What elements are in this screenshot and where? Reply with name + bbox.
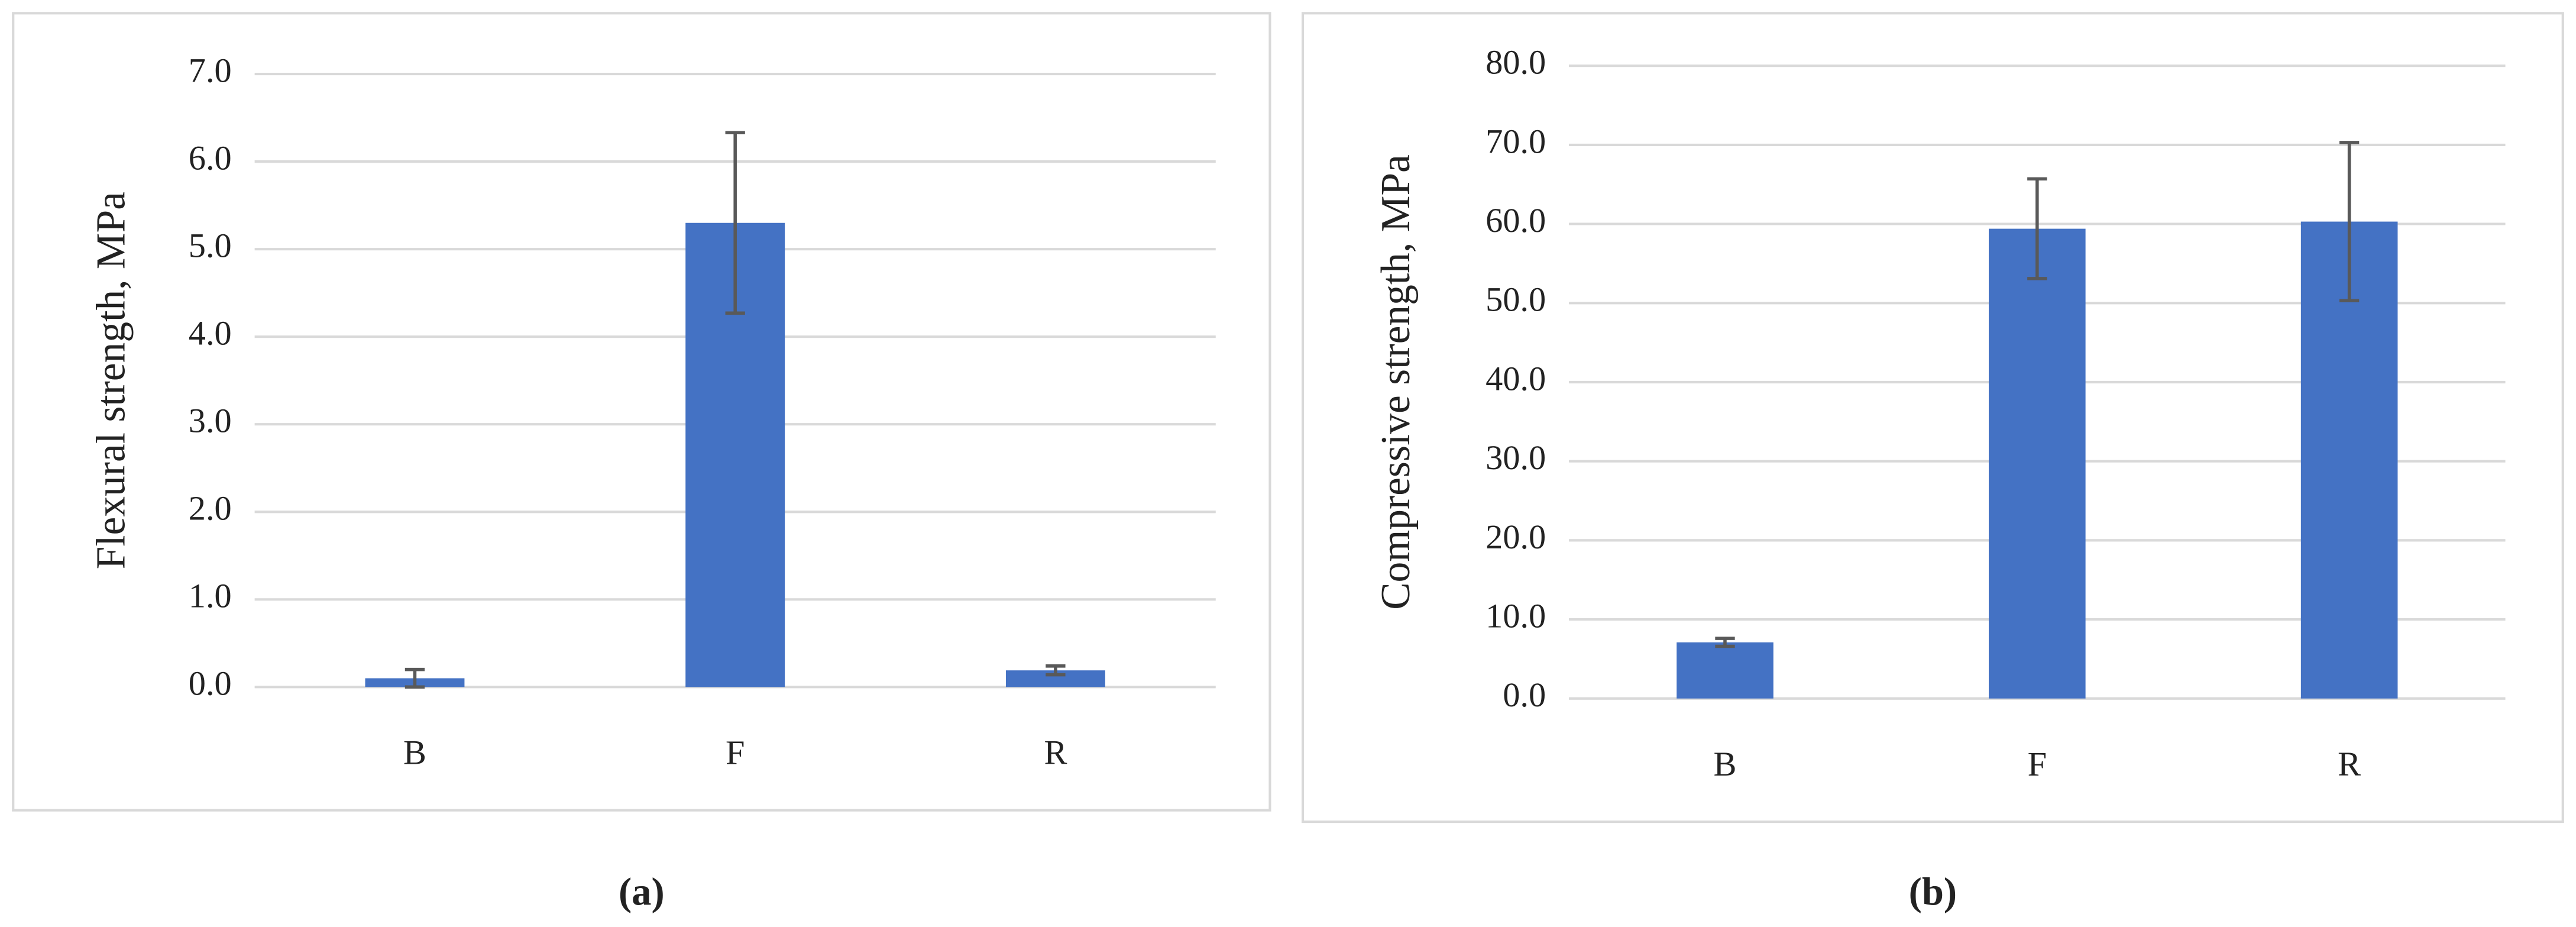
y-tick-label: 7.0 xyxy=(189,51,232,89)
x-tick-label: F xyxy=(2028,745,2047,783)
x-tick-label: B xyxy=(1714,745,1737,783)
bar xyxy=(1988,228,2086,699)
y-tick-label: 60.0 xyxy=(1486,201,1546,240)
y-tick-label: 5.0 xyxy=(189,227,232,265)
y-tick-label: 10.0 xyxy=(1486,596,1546,635)
y-axis-title: Flexural strength, MPa xyxy=(88,192,134,569)
x-tick-label: R xyxy=(2338,745,2361,783)
y-tick-label: 2.0 xyxy=(189,489,232,528)
y-tick-label: 50.0 xyxy=(1486,280,1546,319)
error-bar xyxy=(1046,664,1066,677)
caption: (b) xyxy=(1909,870,1957,913)
error-bar xyxy=(2027,177,2047,280)
error-bar xyxy=(725,131,745,315)
x-tick-label: F xyxy=(726,733,745,771)
x-tick-label: B xyxy=(403,733,426,771)
y-tick-label: 80.0 xyxy=(1486,43,1546,82)
y-tick-label: 6.0 xyxy=(189,139,232,177)
y-axis-title: Compressive strength, MPa xyxy=(1373,154,1419,610)
y-tick-label: 20.0 xyxy=(1486,518,1546,556)
caption: (a) xyxy=(619,870,665,913)
y-tick-label: 0.0 xyxy=(189,664,232,703)
x-tick-label: R xyxy=(1044,733,1067,771)
y-tick-label: 0.0 xyxy=(1503,676,1546,714)
y-tick-label: 30.0 xyxy=(1486,438,1546,477)
error-bar xyxy=(2339,141,2360,303)
bar xyxy=(1677,642,1774,699)
y-tick-label: 4.0 xyxy=(189,314,232,353)
y-tick-label: 1.0 xyxy=(189,577,232,615)
y-tick-label: 40.0 xyxy=(1486,359,1546,398)
error-bar xyxy=(1715,637,1735,648)
y-tick-label: 70.0 xyxy=(1486,122,1546,160)
error-bar xyxy=(404,667,425,689)
y-tick-label: 3.0 xyxy=(189,402,232,440)
